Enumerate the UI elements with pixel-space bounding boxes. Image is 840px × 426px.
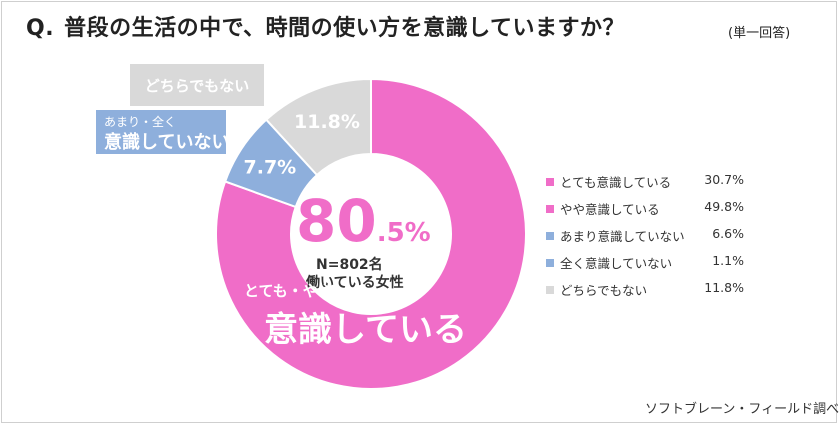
legend-swatch [546,286,554,294]
chart-title: Q. 普段の生活の中で、時間の使い方を意識していますか？ [26,10,625,42]
not-aware-callout-line1: あまり・全く [104,115,177,129]
legend-value: 6.6% [712,226,744,241]
slice-data-label: 11.8% [294,111,360,133]
legend-item: やや意識している 49.8% [546,199,756,226]
legend-value: 1.1% [712,253,744,268]
neutral-callout: どちらでもない [130,64,264,106]
aware-total-decimal: .5% [376,218,431,248]
legend-swatch [546,178,554,186]
source-credit: ソフトブレーン・フィールド調べ [645,402,840,417]
sample-size-label: N=802名 [316,257,383,273]
slice-data-label: 7.7% [244,157,297,179]
legend-value: 30.7% [704,172,744,187]
not-aware-callout: あまり・全く 意識していない [96,110,230,154]
legend-label: どちらでもない [560,283,648,298]
not-aware-callout-line2: 意識していない [104,132,230,153]
aware-label-line2: 意識している [264,310,467,350]
legend-label: やや意識している [560,202,660,217]
legend-item: あまり意識していない 6.6% [546,226,756,253]
legend-label: とても意識している [560,175,672,190]
question-text: 普段の生活の中で、時間の使い方を意識していますか？ [64,16,626,41]
slice-aware [215,77,527,390]
legend-item: 全く意識していない 1.1% [546,253,756,280]
legend-swatch [546,259,554,267]
legend-value: 49.8% [704,199,744,214]
population-label: 働いている女性 [306,275,404,291]
legend-swatch [546,205,554,213]
slice-neutral [264,77,372,177]
aware-total-percent: 80.5% [296,192,431,250]
answer-type-note: (単一回答) [728,26,791,41]
legend-swatch [546,232,554,240]
legend-item: どちらでもない 11.8% [546,280,756,307]
chart-legend: とても意識している 30.7% やや意識している 49.8% あまり意識していな… [546,172,756,307]
question-mark-label: Q. [26,16,55,41]
aware-total-integer: 80 [296,187,377,255]
legend-label: 全く意識していない [560,256,673,271]
legend-value: 11.8% [704,280,744,295]
legend-label: あまり意識していない [560,229,685,244]
aware-label-line1: とても・やや [244,282,333,300]
legend-item: とても意識している 30.7% [546,172,756,199]
